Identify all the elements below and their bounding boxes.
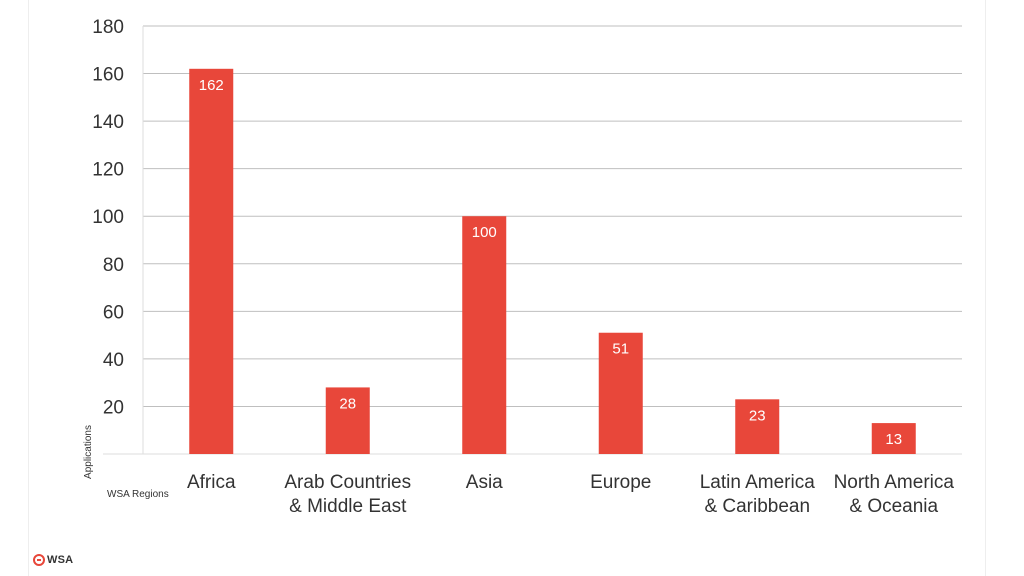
data-label: 13 xyxy=(885,431,902,448)
bar xyxy=(598,332,643,454)
y-tick-label: 120 xyxy=(92,160,124,181)
bar xyxy=(462,216,507,454)
data-label: 100 xyxy=(472,224,497,241)
data-label: 23 xyxy=(749,407,766,424)
x-category-label: North America xyxy=(834,472,955,493)
data-label: 28 xyxy=(339,395,356,412)
x-category-label: Africa xyxy=(187,472,236,493)
bar xyxy=(189,68,234,455)
y-tick-label: 80 xyxy=(103,255,124,276)
x-category-label: & Caribbean xyxy=(704,496,810,517)
x-category-label: Latin America xyxy=(700,472,816,493)
x-category-label: & Middle East xyxy=(289,496,407,517)
y-tick-label: 100 xyxy=(92,207,124,228)
y-tick-label: 20 xyxy=(103,397,124,418)
y-tick-label: 40 xyxy=(103,350,124,371)
y-tick-label: 160 xyxy=(92,65,124,86)
y-tick-label: 180 xyxy=(92,17,124,38)
data-label: 51 xyxy=(612,341,629,358)
bar xyxy=(871,423,916,454)
wsa-logo-icon xyxy=(33,554,45,566)
logo-text: WSA xyxy=(47,554,74,566)
data-label: 162 xyxy=(199,77,224,94)
y-axis-title: Applications xyxy=(83,425,94,479)
x-category-label: & Oceania xyxy=(849,496,938,517)
bar xyxy=(325,387,370,454)
y-tick-label: 140 xyxy=(92,112,124,133)
chart-frame xyxy=(28,0,986,576)
bar xyxy=(735,399,780,454)
x-category-label: Europe xyxy=(590,472,651,493)
brand-logo: WSA xyxy=(33,551,73,569)
y-tick-label: 60 xyxy=(103,302,124,323)
x-category-label: Asia xyxy=(466,472,503,493)
x-axis-title: WSA Regions xyxy=(107,489,169,500)
x-category-label: Arab Countries xyxy=(284,472,411,493)
